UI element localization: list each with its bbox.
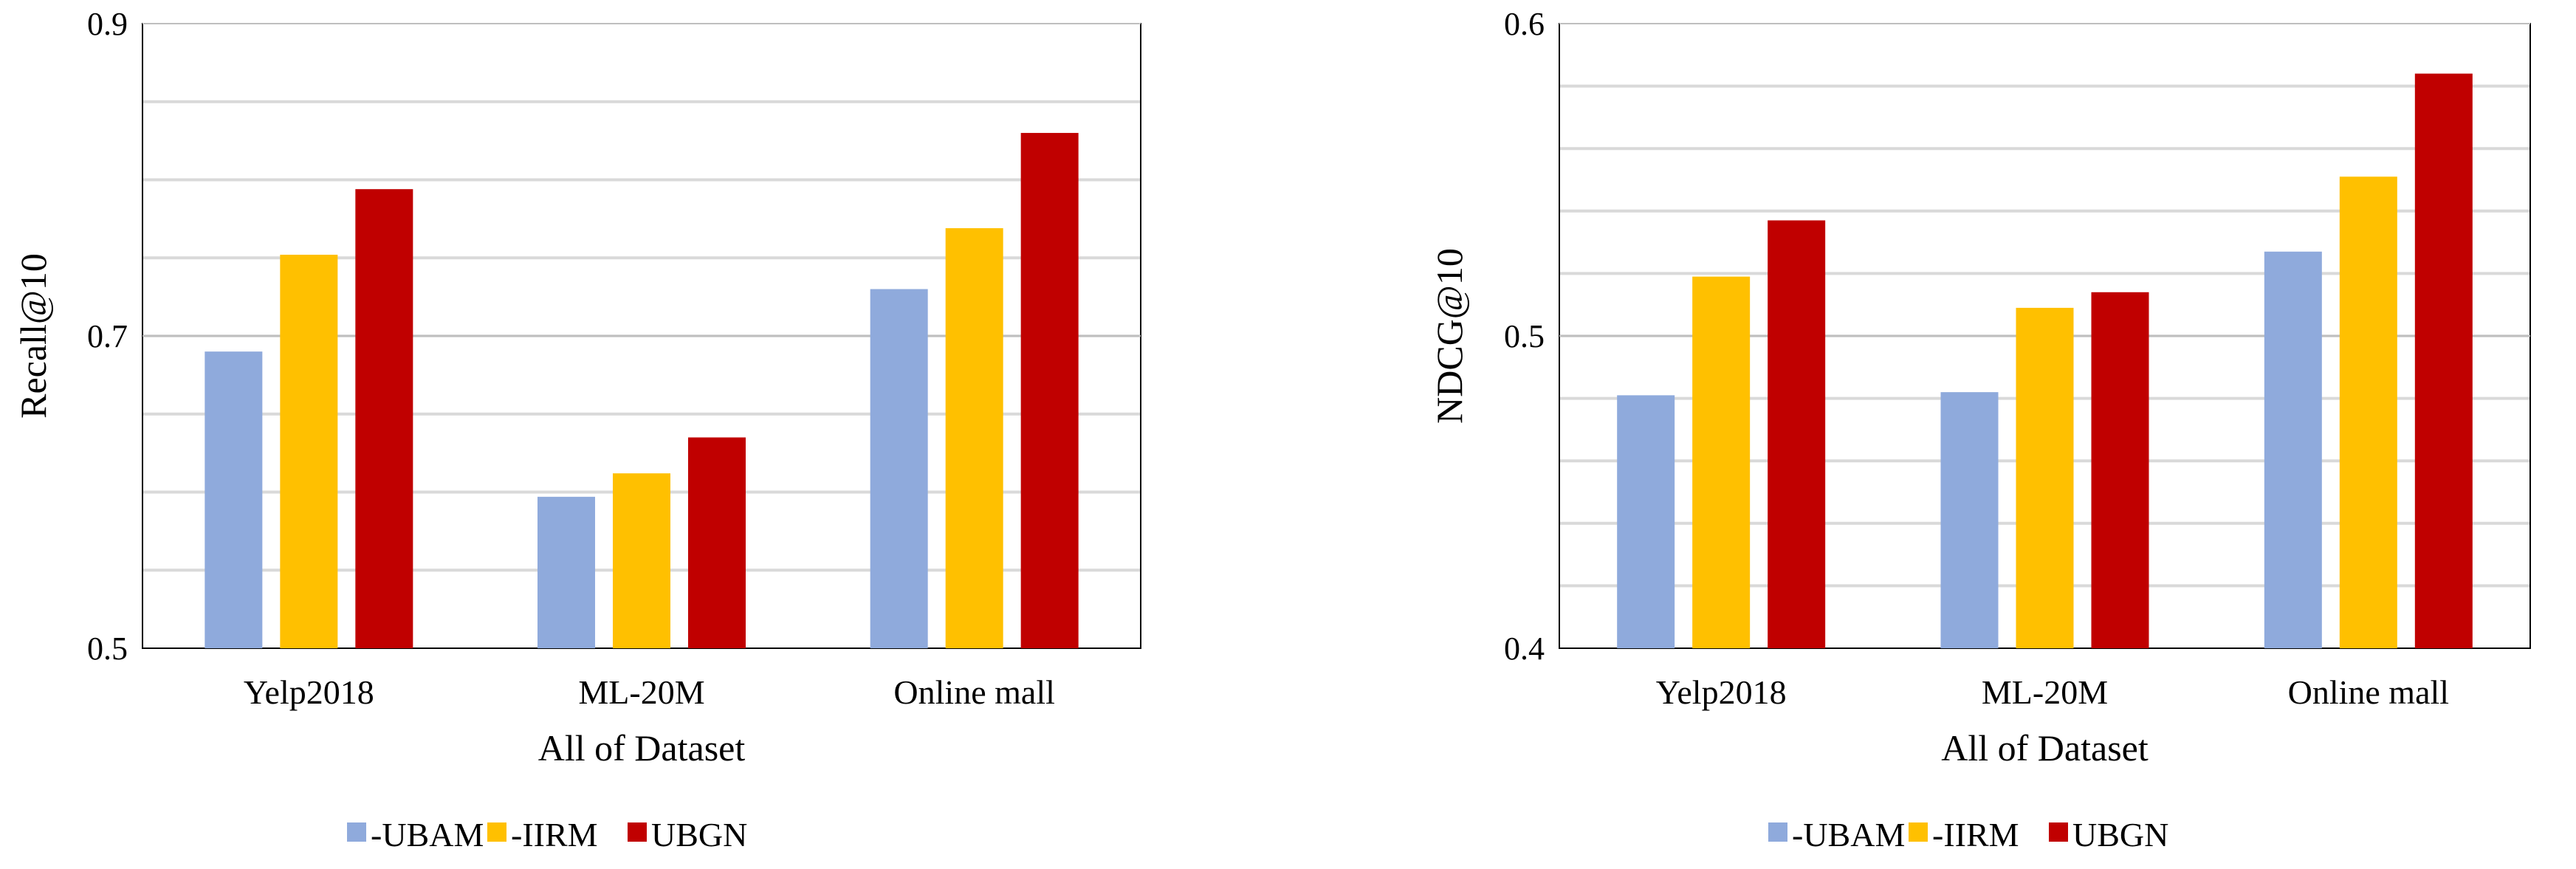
bar-ubgn-3 — [2414, 73, 2473, 649]
bar-ubgn-2 — [2091, 292, 2149, 648]
legend-label: UBGN — [651, 816, 747, 853]
legend-swatch — [1768, 822, 1787, 842]
legend-swatch — [1909, 822, 1928, 842]
bar-iirm-1 — [280, 255, 338, 648]
y-tick-label: 0.7 — [87, 318, 128, 354]
y-axis-title: Recall@10 — [13, 253, 54, 419]
x-tick-label: Online mall — [2288, 673, 2449, 711]
bar-iirm-1 — [1692, 276, 1751, 648]
y-tick-label: 0.6 — [1504, 6, 1545, 42]
x-tick-label: ML-20M — [578, 673, 704, 711]
chart-panel-2: 0.4 0.5 0.6 Yelp2018 ML-20M Online mall All of… — [1429, 6, 2531, 853]
bar-ubam-1 — [205, 351, 263, 648]
legend-label: -IIRM — [511, 816, 598, 853]
bar-iirm-2 — [613, 473, 670, 648]
y-tick-label: 0.5 — [1504, 318, 1545, 354]
x-tick-label: Yelp2018 — [1656, 673, 1787, 711]
chart-panel-1: 0.5 0.7 0.9 Yelp2018 ML-20M Online mall All of… — [13, 6, 1141, 853]
bar-iirm-3 — [945, 228, 1003, 648]
legend-swatch — [628, 822, 647, 842]
bar-ubam-3 — [2264, 251, 2322, 648]
bar-ubgn-2 — [688, 437, 746, 648]
legend: -UBAM -IIRM UBGN — [347, 816, 747, 853]
bar-iirm-2 — [2016, 307, 2074, 648]
y-tick-label: 0.5 — [87, 631, 128, 667]
x-tick-label: Yelp2018 — [244, 673, 374, 711]
bar-ubgn-1 — [355, 189, 413, 648]
legend-label: -IIRM — [1932, 816, 2019, 853]
legend-swatch — [487, 822, 506, 842]
legend-label: UBGN — [2072, 816, 2168, 853]
bar-ubgn-3 — [1020, 133, 1079, 649]
bar-ubgn-1 — [1768, 220, 1826, 648]
y-tick-label: 0.4 — [1504, 631, 1545, 667]
legend: -UBAM -IIRM UBGN — [1768, 816, 2168, 853]
legend-swatch — [2049, 822, 2068, 842]
legend-label: -UBAM — [1792, 816, 1905, 853]
x-tick-label: Online mall — [893, 673, 1054, 711]
bar-ubam-1 — [1617, 395, 1675, 648]
x-axis-title: All of Dataset — [1941, 727, 2149, 769]
y-tick-label: 0.9 — [87, 6, 128, 42]
bar-ubam-2 — [537, 496, 595, 648]
bar-ubam-2 — [1940, 392, 1999, 648]
bar-iirm-3 — [2339, 176, 2397, 648]
legend-label: -UBAM — [371, 816, 484, 853]
bar-ubam-3 — [870, 289, 928, 648]
x-tick-label: ML-20M — [1982, 673, 2108, 711]
legend-swatch — [347, 822, 366, 842]
y-axis-title: NDCG@10 — [1429, 248, 1470, 424]
x-axis-title: All of Dataset — [538, 727, 746, 769]
